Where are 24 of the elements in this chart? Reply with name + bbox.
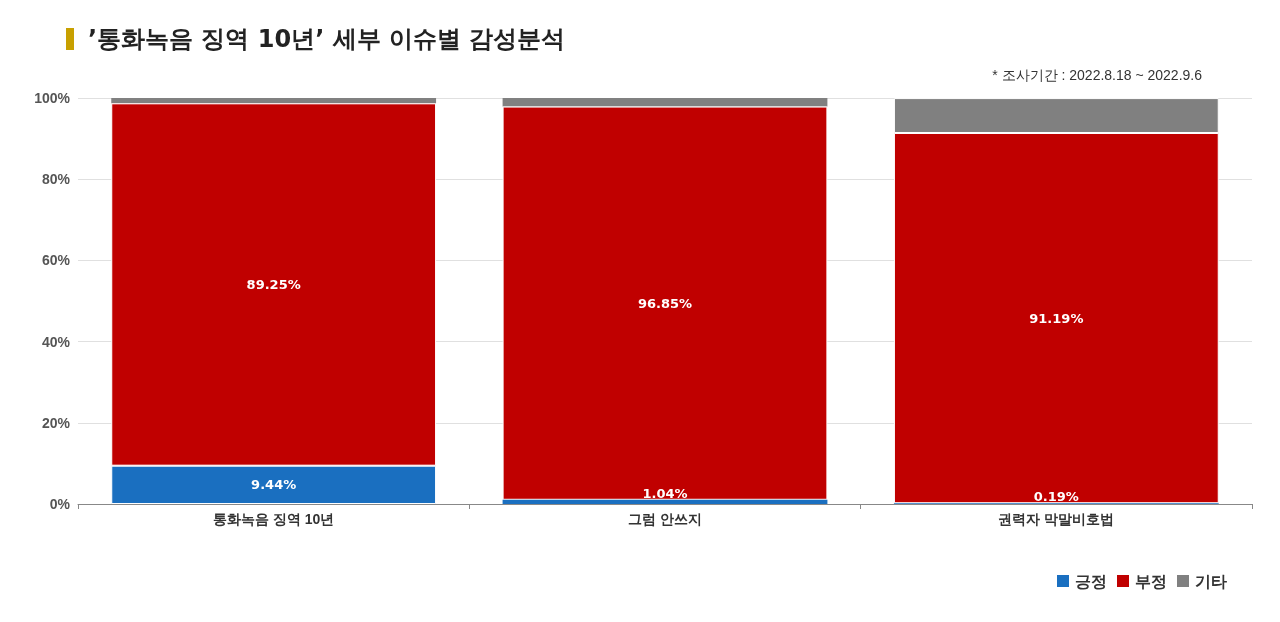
- data-label: 1.04%: [642, 485, 688, 501]
- y-tick-label: 100%: [34, 90, 71, 106]
- bar: [502, 106, 828, 500]
- y-tick-label: 60%: [41, 252, 71, 269]
- data-label: 89.25%: [246, 277, 301, 292]
- y-tick-label: 80%: [41, 171, 71, 188]
- x-tick-label: 권력자 막말비호법: [998, 511, 1115, 527]
- legend-label: 부정: [1135, 572, 1167, 590]
- legend-label: 기타: [1195, 572, 1227, 590]
- bar: [502, 98, 828, 107]
- chart-title: ’통화녹음 징역 10년’ 세부 이슈별 감성분석: [88, 25, 566, 53]
- data-label: 0.19%: [1033, 489, 1079, 505]
- y-tick-label: 40%: [41, 333, 71, 350]
- x-tick-label: 그럼 안쓰지: [628, 511, 702, 527]
- bar: [111, 98, 437, 104]
- data-label: 91.19%: [1029, 310, 1084, 326]
- bar: [502, 499, 828, 504]
- x-tick-label: 통화녹음 징역 10년: [212, 511, 335, 527]
- data-label: 9.44%: [251, 477, 297, 493]
- y-tick-label: 0%: [49, 496, 71, 512]
- y-tick-label: 20%: [41, 414, 71, 431]
- text: * 조사기간 : 2022.8.18 ~ 2022.9.6: [992, 67, 1203, 83]
- data-label: 96.85%: [637, 295, 693, 311]
- legend-label: 긍정: [1075, 572, 1107, 590]
